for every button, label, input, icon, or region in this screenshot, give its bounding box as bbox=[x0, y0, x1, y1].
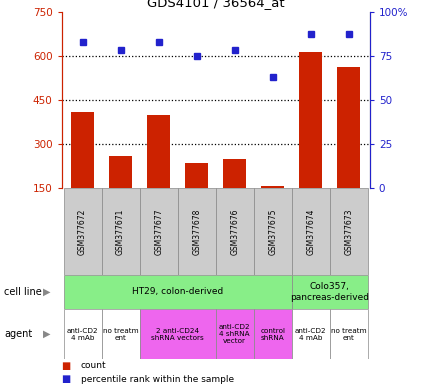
Text: agent: agent bbox=[4, 329, 32, 339]
Bar bbox=[292, 309, 330, 359]
Text: no treatm
ent: no treatm ent bbox=[103, 328, 139, 341]
Bar bbox=[292, 275, 368, 309]
Bar bbox=[63, 309, 102, 359]
Text: GSM377678: GSM377678 bbox=[192, 208, 201, 255]
Bar bbox=[215, 309, 254, 359]
Text: no treatm
ent: no treatm ent bbox=[331, 328, 367, 341]
Text: GSM377677: GSM377677 bbox=[154, 208, 163, 255]
Bar bbox=[337, 67, 360, 188]
Text: GSM377673: GSM377673 bbox=[344, 208, 353, 255]
Text: 2 anti-CD24
shRNA vectors: 2 anti-CD24 shRNA vectors bbox=[151, 328, 204, 341]
Bar bbox=[102, 188, 139, 275]
Text: ■: ■ bbox=[62, 374, 71, 384]
Bar bbox=[223, 159, 246, 188]
Text: ■: ■ bbox=[62, 361, 71, 371]
Text: ▶: ▶ bbox=[42, 329, 50, 339]
Bar bbox=[109, 156, 132, 188]
Text: anti-CD2
4 mAb: anti-CD2 4 mAb bbox=[295, 328, 326, 341]
Text: GSM377676: GSM377676 bbox=[230, 208, 239, 255]
Bar bbox=[139, 309, 215, 359]
Text: GSM377672: GSM377672 bbox=[78, 208, 87, 255]
Bar bbox=[139, 188, 178, 275]
Bar bbox=[261, 186, 284, 188]
Text: control
shRNA: control shRNA bbox=[260, 328, 285, 341]
Text: count: count bbox=[81, 361, 106, 370]
Text: percentile rank within the sample: percentile rank within the sample bbox=[81, 375, 234, 384]
Bar bbox=[178, 188, 215, 275]
Bar bbox=[299, 52, 322, 188]
Bar bbox=[63, 188, 102, 275]
Text: ▶: ▶ bbox=[42, 287, 50, 297]
Bar bbox=[254, 309, 292, 359]
Bar bbox=[215, 188, 254, 275]
Text: GSM377674: GSM377674 bbox=[306, 208, 315, 255]
Bar bbox=[102, 309, 139, 359]
Title: GDS4101 / 36564_at: GDS4101 / 36564_at bbox=[147, 0, 284, 9]
Text: Colo357,
pancreas-derived: Colo357, pancreas-derived bbox=[290, 282, 369, 301]
Bar bbox=[330, 188, 368, 275]
Bar bbox=[63, 275, 292, 309]
Text: GSM377675: GSM377675 bbox=[268, 208, 277, 255]
Bar bbox=[330, 309, 368, 359]
Text: GSM377671: GSM377671 bbox=[116, 208, 125, 255]
Bar bbox=[185, 163, 208, 188]
Bar bbox=[147, 114, 170, 188]
Bar bbox=[254, 188, 292, 275]
Text: HT29, colon-derived: HT29, colon-derived bbox=[132, 287, 223, 296]
Bar bbox=[292, 188, 330, 275]
Text: anti-CD2
4 mAb: anti-CD2 4 mAb bbox=[67, 328, 98, 341]
Bar bbox=[71, 112, 94, 188]
Text: anti-CD2
4 shRNA
vector: anti-CD2 4 shRNA vector bbox=[219, 324, 250, 344]
Text: cell line: cell line bbox=[4, 287, 42, 297]
